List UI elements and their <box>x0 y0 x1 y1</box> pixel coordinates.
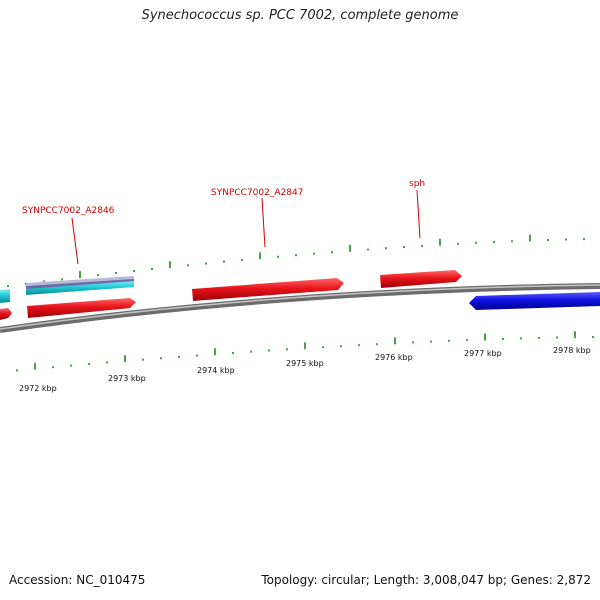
genome-backbone-highlight <box>0 284 600 330</box>
kbp-label-2976: 2976 kbp <box>375 353 413 362</box>
genome-backbone <box>0 283 600 333</box>
accession-label: Accession: NC_010475 <box>9 573 146 587</box>
outer-tick-ring <box>7 234 585 287</box>
gene-label-a2847[interactable]: SYNPCC7002_A2847 <box>211 188 303 198</box>
kbp-label-2975: 2975 kbp <box>286 359 324 368</box>
gene-a2846-arrow[interactable] <box>27 298 136 318</box>
kbp-label-2973: 2973 kbp <box>108 374 146 383</box>
genome-summary: Topology: circular; Length: 3,008,047 bp… <box>261 573 591 587</box>
gene-cyan-bar[interactable] <box>26 280 134 295</box>
kbp-label-2978: 2978 kbp <box>553 346 591 355</box>
kbp-label-2974: 2974 kbp <box>197 366 235 375</box>
label-leaders <box>71 189 421 265</box>
page-title: Synechococcus sp. PCC 7002, complete gen… <box>141 8 459 23</box>
kbp-label-2977: 2977 kbp <box>464 349 502 358</box>
leader-line-sph <box>416 189 421 239</box>
gene-cyan-left[interactable] <box>0 289 10 303</box>
gene-label-sph[interactable]: sph <box>409 179 425 189</box>
leader-line-a2847 <box>261 197 266 248</box>
gene-a2847-arrow[interactable] <box>192 278 344 301</box>
inner-tick-ring <box>16 331 594 372</box>
leader-line-a2846 <box>71 217 79 265</box>
kbp-label-2972: 2972 kbp <box>19 384 57 393</box>
gene-red-left-tip[interactable] <box>0 308 12 320</box>
gene-blue-arrow[interactable] <box>469 292 600 310</box>
gene-grey-stripe[interactable] <box>26 276 134 286</box>
gene-label-a2846[interactable]: SYNPCC7002_A2846 <box>22 206 115 216</box>
gene-sph-arrow[interactable] <box>380 270 462 288</box>
